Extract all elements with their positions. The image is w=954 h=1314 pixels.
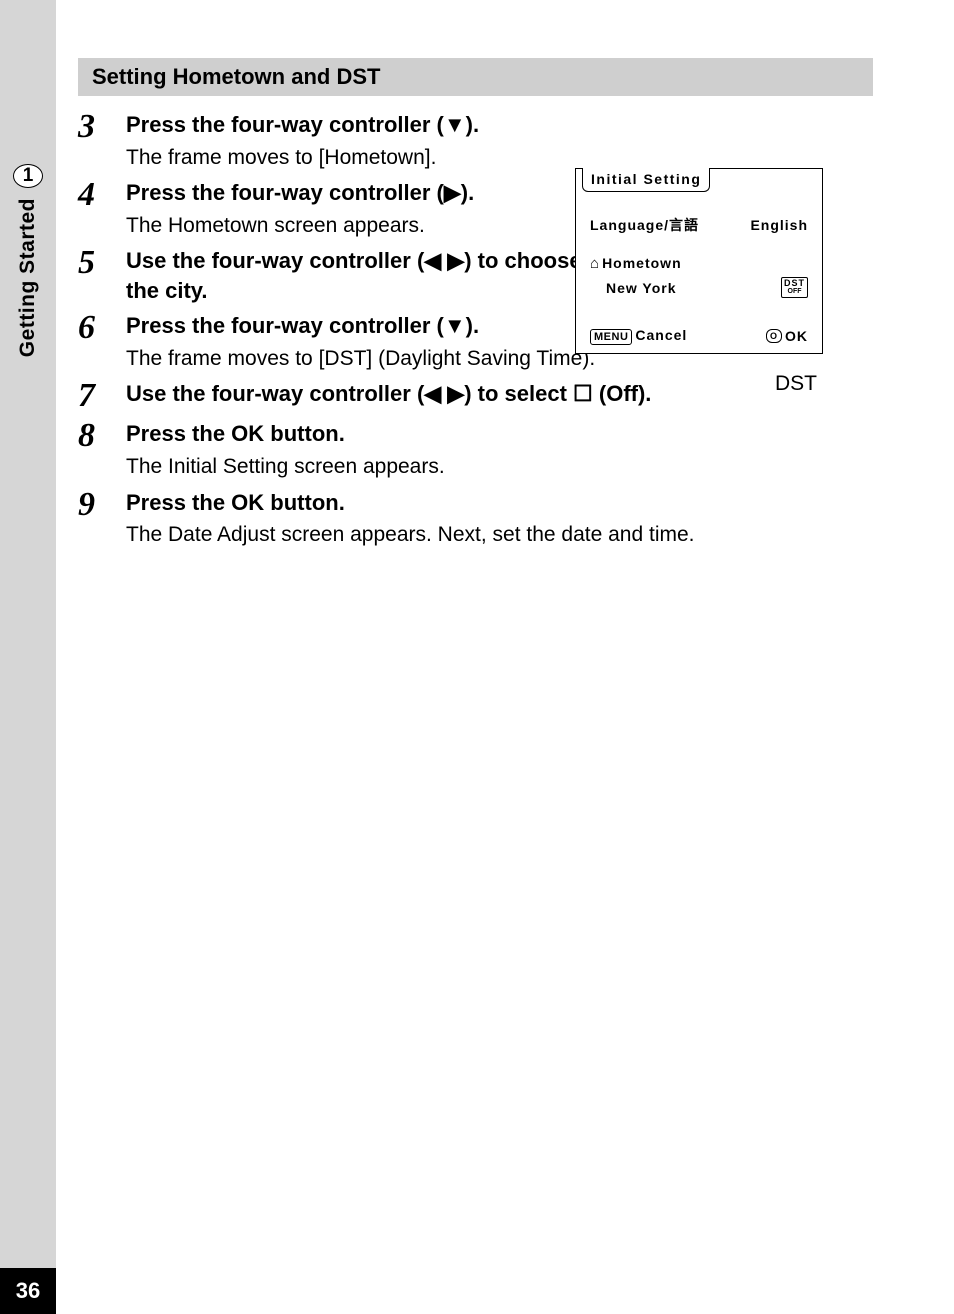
step-title-post: ). — [466, 112, 479, 137]
lcd-ok-group: O OK — [766, 328, 808, 344]
step-desc: The Hometown screen appears. — [126, 212, 598, 240]
lcd-language-label: Language/言語 — [590, 215, 699, 235]
step-title: Press the four-way controller (▼). — [126, 110, 598, 140]
section-heading: Setting Hometown and DST — [78, 58, 873, 96]
lcd-hometown-value-row: New York DST OFF — [606, 277, 808, 298]
step-title-pre: Use the four-way controller ( — [126, 381, 424, 406]
step-title: Use the four-way controller (◀ ▶) to cho… — [126, 246, 598, 305]
left-right-icon: ◀ ▶ — [424, 379, 464, 409]
step-number: 9 — [78, 488, 126, 522]
ok-oval-icon: O — [766, 329, 782, 343]
dst-badge-bottom: OFF — [784, 287, 805, 297]
down-icon: ▼ — [444, 311, 466, 341]
lcd-menu-cancel: MENUCancel — [590, 327, 687, 345]
lcd-hometown-label: ⌂Hometown — [590, 255, 682, 272]
step-7: 7 Use the four-way controller (◀ ▶) to s… — [78, 379, 873, 413]
content-area: Setting Hometown and DST Initial Setting… — [78, 58, 873, 556]
step-number: 5 — [78, 246, 126, 280]
step-title-post: button. — [264, 421, 345, 446]
lcd-language-row: Language/言語 English — [590, 215, 808, 235]
checkbox-off-icon: ☐ — [573, 379, 593, 409]
step-number: 3 — [78, 110, 126, 144]
step-4: 4 Press the four-way controller (▶). The… — [78, 178, 598, 240]
step-title: Press the OK button. — [126, 488, 873, 518]
lcd-hometown-label-text: Hometown — [602, 255, 682, 271]
step-title-post: button. — [264, 490, 345, 515]
lcd-ok-label: OK — [785, 328, 808, 344]
lcd-hometown-value: New York — [606, 280, 677, 296]
step-title-pre: Use the four-way controller ( — [126, 248, 424, 273]
ok-button-label: OK — [231, 421, 264, 446]
step-5: 5 Use the four-way controller (◀ ▶) to c… — [78, 246, 598, 305]
page-number: 36 — [0, 1268, 56, 1314]
step-title-pre: Press the four-way controller ( — [126, 313, 444, 338]
step-title-pre: Press the four-way controller ( — [126, 112, 444, 137]
step-3: 3 Press the four-way controller (▼). The… — [78, 110, 598, 172]
chapter-number: 1 — [23, 165, 34, 187]
chapter-number-oval: 1 — [13, 164, 43, 188]
step-desc: The Date Adjust screen appears. Next, se… — [126, 521, 873, 549]
step-title: Press the four-way controller (▶). — [126, 178, 598, 208]
step-title: Use the four-way controller (◀ ▶) to sel… — [126, 379, 873, 409]
step-title: Press the OK button. — [126, 419, 873, 449]
lcd-cancel-label: Cancel — [635, 327, 687, 343]
chapter-label: Getting Started — [16, 198, 40, 357]
lcd-illustration-wrap: Initial Setting Language/言語 English ⌂Hom… — [575, 168, 825, 354]
down-icon: ▼ — [444, 110, 466, 140]
steps-group-top: 3 Press the four-way controller (▼). The… — [78, 110, 598, 305]
menu-icon: MENU — [590, 329, 632, 345]
lcd-screen: Initial Setting Language/言語 English ⌂Hom… — [575, 168, 823, 354]
ok-button-label: OK — [231, 490, 264, 515]
left-right-icon: ◀ ▶ — [424, 246, 464, 276]
step-number: 7 — [78, 379, 126, 413]
step-number: 6 — [78, 311, 126, 345]
step-title-post: ). — [461, 180, 474, 205]
chapter-tab: 1 Getting Started — [13, 164, 43, 357]
lcd-caption-dst: DST — [775, 372, 817, 396]
step-desc: The frame moves to [Hometown]. — [126, 144, 598, 172]
step-number: 8 — [78, 419, 126, 453]
right-icon: ▶ — [444, 178, 461, 208]
lcd-language-value: English — [750, 217, 808, 233]
lcd-hometown-row: ⌂Hometown — [590, 255, 808, 272]
step-title-pre: Press the — [126, 490, 231, 515]
home-icon: ⌂ — [590, 255, 600, 272]
step-number: 4 — [78, 178, 126, 212]
lcd-title-tab: Initial Setting — [582, 168, 710, 192]
step-desc: The Initial Setting screen appears. — [126, 453, 873, 481]
step-title-pre: Press the — [126, 421, 231, 446]
lcd-bottom-row: MENUCancel O OK — [590, 327, 808, 345]
step-title-mid: ) to select — [464, 381, 573, 406]
step-title-pre: Press the four-way controller ( — [126, 180, 444, 205]
step-9: 9 Press the OK button. The Date Adjust s… — [78, 488, 873, 550]
step-8: 8 Press the OK button. The Initial Setti… — [78, 419, 873, 481]
page-number-text: 36 — [16, 1278, 40, 1304]
step-title-post: (Off). — [593, 381, 652, 406]
dst-off-badge: DST OFF — [781, 277, 808, 298]
step-title-post: ). — [466, 313, 479, 338]
